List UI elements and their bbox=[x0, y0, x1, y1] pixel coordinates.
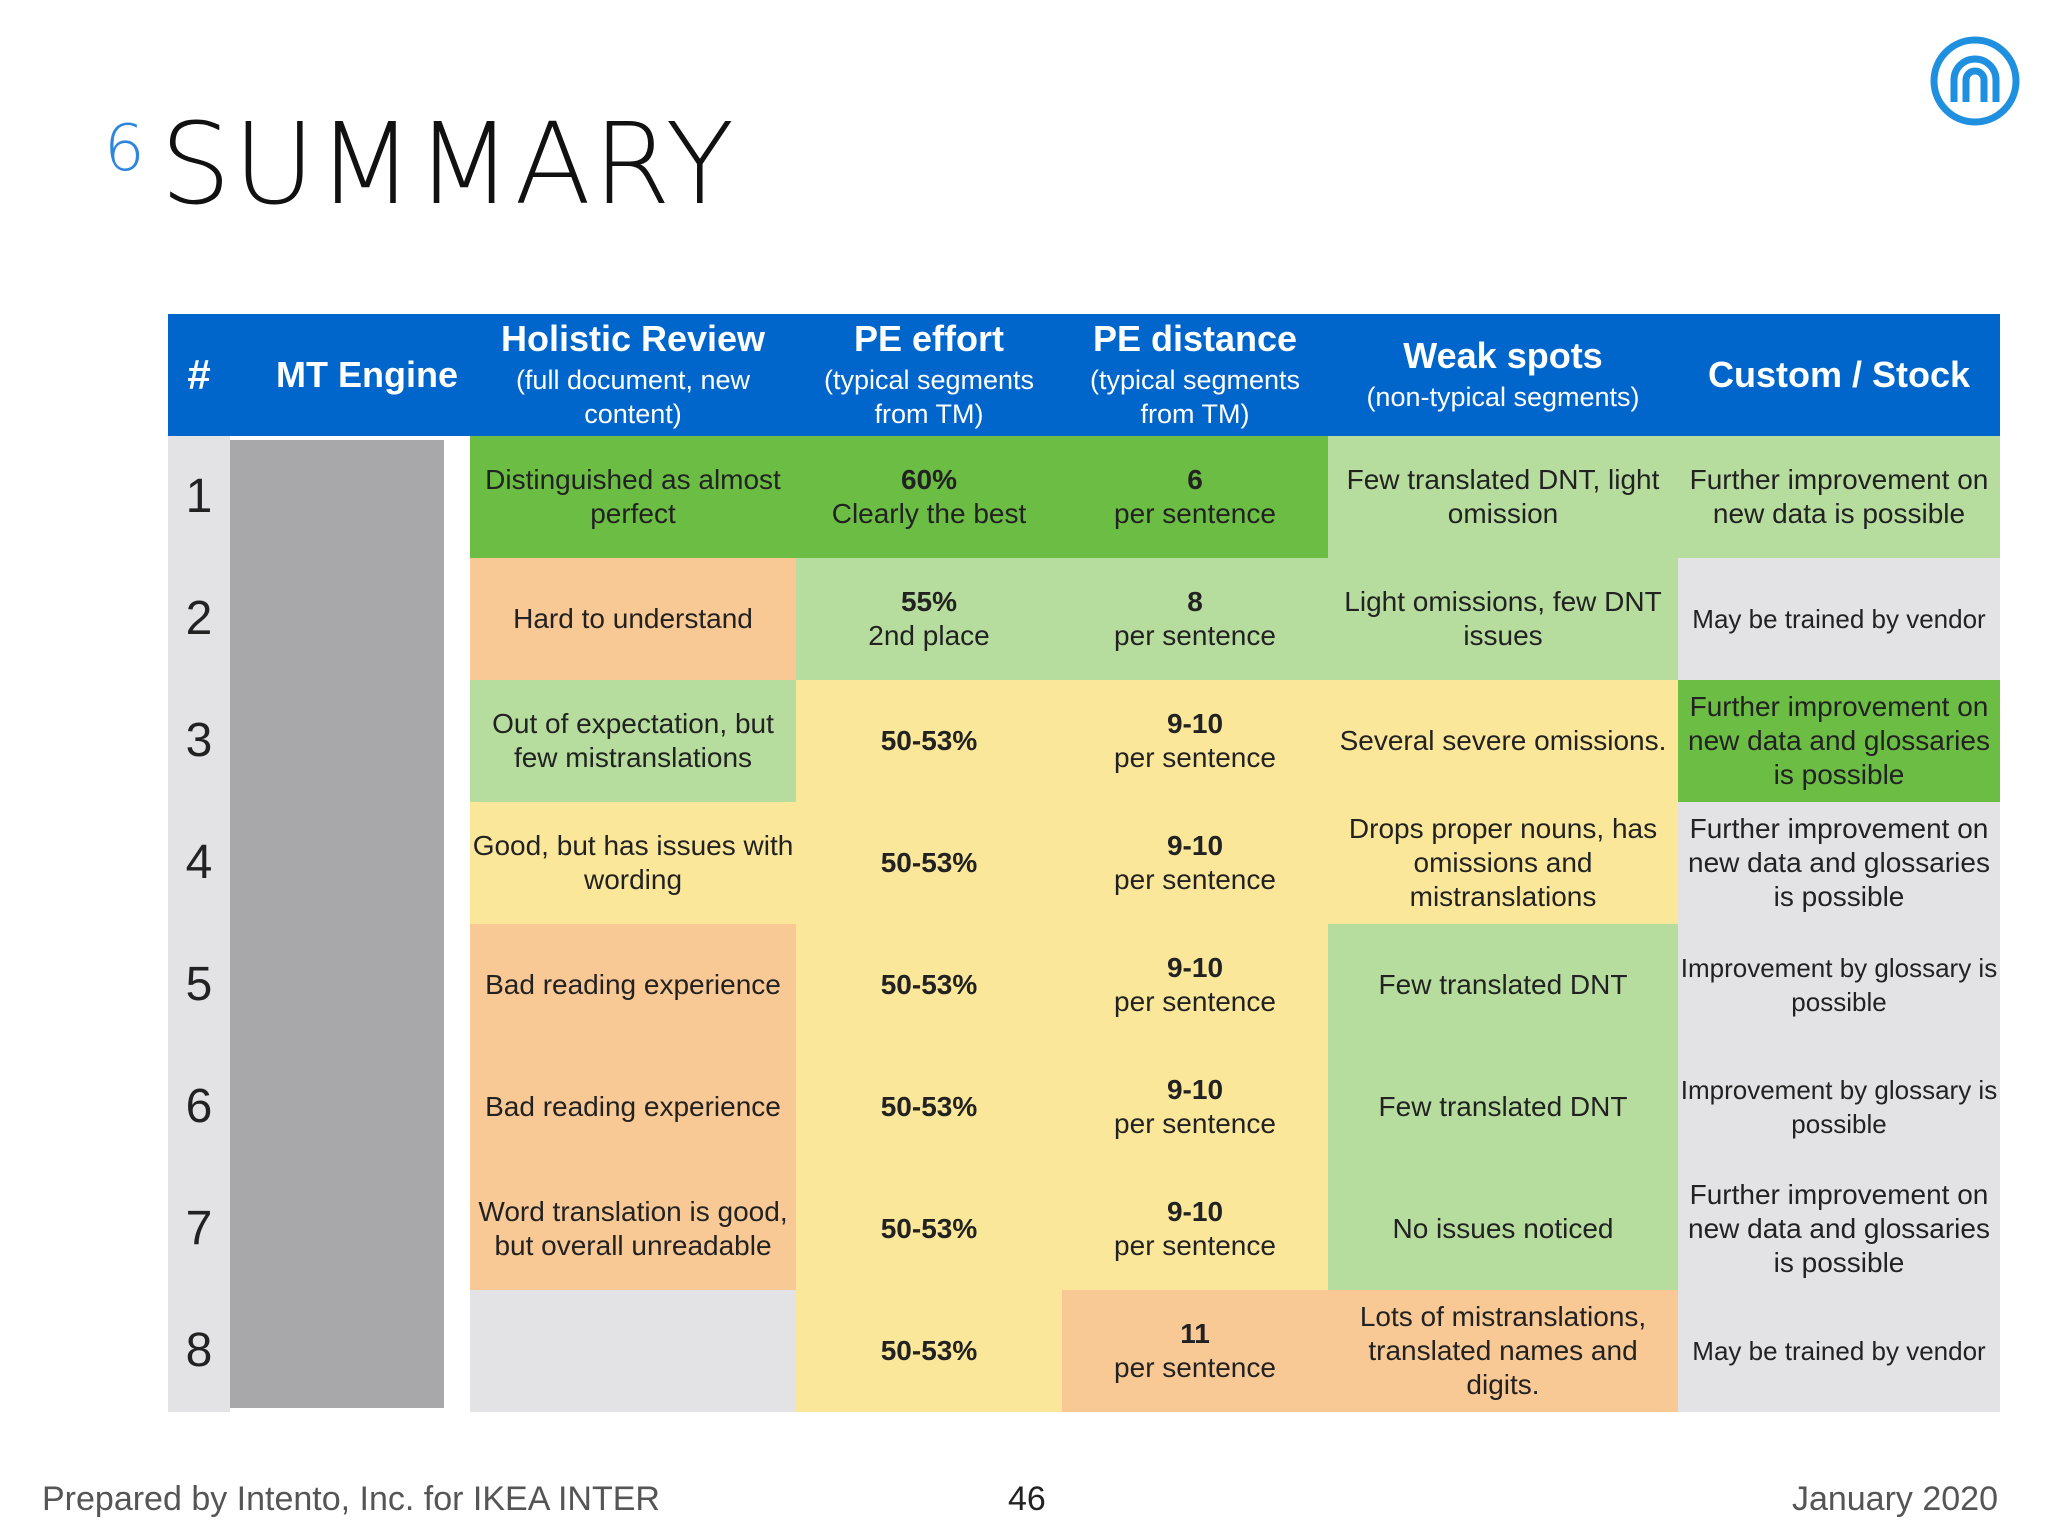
pe-effort-cell: 50-53% bbox=[796, 1290, 1062, 1412]
pe-distance-cell: 11 per sentence bbox=[1062, 1290, 1328, 1412]
pe-effort-cell: 50-53% bbox=[796, 1046, 1062, 1168]
table-row: 1 Distinguished as almost perfect 60% Cle… bbox=[168, 436, 2000, 1412]
pe-distance-cell: 6 per sentence bbox=[1062, 436, 1328, 558]
pe-distance-cell: 9-10 per sentence bbox=[1062, 924, 1328, 1046]
row-number: 4 bbox=[168, 802, 230, 924]
summary-table: # MT Engine Holistic Review (full docume… bbox=[168, 314, 2000, 1412]
weak-spots-cell: Few translated DNT, light omission bbox=[1328, 436, 1678, 558]
mt-engine-redacted bbox=[230, 436, 470, 1412]
header-pe-distance: PE distance (typical segments from TM) bbox=[1062, 314, 1328, 436]
custom-stock-cell: May be trained by vendor bbox=[1678, 558, 2000, 680]
pe-distance-cell: 9-10 per sentence bbox=[1062, 1046, 1328, 1168]
table-row: 2 Hard to understand 55% 2nd place 8 per s… bbox=[168, 558, 2000, 680]
holistic-cell: Out of expectation, but few mistranslati… bbox=[470, 680, 796, 802]
intento-logo-icon bbox=[1930, 36, 2020, 126]
table-row: 7 Word translation is good, but overall … bbox=[168, 1168, 2000, 1290]
table-row: 3 Out of expectation, but few mistransla… bbox=[168, 680, 2000, 802]
pe-distance-cell: 8 per sentence bbox=[1062, 558, 1328, 680]
page-number: 46 bbox=[1008, 1480, 1046, 1518]
pe-effort-cell: 55% 2nd place bbox=[796, 558, 1062, 680]
table-row: 8 50-53% 11 per sentence Lots of mistrans… bbox=[168, 1290, 2000, 1412]
header-weak-spots: Weak spots (non-typical segments) bbox=[1328, 314, 1678, 436]
header-custom-stock: Custom / Stock bbox=[1678, 314, 2000, 436]
holistic-cell: Good, but has issues with wording bbox=[470, 802, 796, 924]
custom-stock-cell: Further improvement on new data is possi… bbox=[1678, 436, 2000, 558]
custom-stock-cell: Further improvement on new data and glos… bbox=[1678, 680, 2000, 802]
custom-stock-cell: Further improvement on new data and glos… bbox=[1678, 1168, 2000, 1290]
row-number: 2 bbox=[168, 558, 230, 680]
weak-spots-cell: Several severe omissions. bbox=[1328, 680, 1678, 802]
row-number: 5 bbox=[168, 924, 230, 1046]
holistic-cell: Bad reading experience bbox=[470, 924, 796, 1046]
header-pe-effort: PE effort (typical segments from TM) bbox=[796, 314, 1062, 436]
weak-spots-cell: No issues noticed bbox=[1328, 1168, 1678, 1290]
holistic-cell: Hard to understand bbox=[470, 558, 796, 680]
table-row: 5 Bad reading experience 50-53% 9-10 per … bbox=[168, 924, 2000, 1046]
custom-stock-cell: Further improvement on new data and glos… bbox=[1678, 802, 2000, 924]
weak-spots-cell: Few translated DNT bbox=[1328, 1046, 1678, 1168]
holistic-cell bbox=[470, 1290, 796, 1412]
header-mt-engine: MT Engine bbox=[230, 314, 470, 436]
pe-effort-cell: 60% Clearly the best bbox=[796, 436, 1062, 558]
table-header-row: # MT Engine Holistic Review (full docume… bbox=[168, 314, 2000, 436]
section-number: 6 bbox=[104, 112, 145, 186]
weak-spots-cell: Light omissions, few DNT issues bbox=[1328, 558, 1678, 680]
custom-stock-cell: May be trained by vendor bbox=[1678, 1290, 2000, 1412]
header-holistic-review: Holistic Review (full document, new cont… bbox=[470, 314, 796, 436]
page-title: SUMMARY bbox=[160, 100, 737, 230]
table-row: 4 Good, but has issues with wording 50-5… bbox=[168, 802, 2000, 924]
custom-stock-cell: Improvement by glossary is possible bbox=[1678, 1046, 2000, 1168]
redacted-block bbox=[230, 440, 444, 1408]
row-number: 8 bbox=[168, 1290, 230, 1412]
holistic-cell: Bad reading experience bbox=[470, 1046, 796, 1168]
header-number: # bbox=[168, 314, 230, 436]
pe-distance-cell: 9-10 per sentence bbox=[1062, 1168, 1328, 1290]
pe-effort-cell: 50-53% bbox=[796, 802, 1062, 924]
weak-spots-cell: Drops proper nouns, has omissions and mi… bbox=[1328, 802, 1678, 924]
row-number: 6 bbox=[168, 1046, 230, 1168]
pe-distance-cell: 9-10 per sentence bbox=[1062, 680, 1328, 802]
footer-prepared-by: Prepared by Intento, Inc. for IKEA INTER bbox=[42, 1480, 660, 1518]
row-number: 7 bbox=[168, 1168, 230, 1290]
table-row: 6 Bad reading experience 50-53% 9-10 per … bbox=[168, 1046, 2000, 1168]
pe-effort-cell: 50-53% bbox=[796, 680, 1062, 802]
pe-effort-cell: 50-53% bbox=[796, 924, 1062, 1046]
weak-spots-cell: Few translated DNT bbox=[1328, 924, 1678, 1046]
custom-stock-cell: Improvement by glossary is possible bbox=[1678, 924, 2000, 1046]
weak-spots-cell: Lots of mistranslations, translated name… bbox=[1328, 1290, 1678, 1412]
footer-date: January 2020 bbox=[1791, 1480, 1998, 1518]
row-number: 1 bbox=[168, 436, 230, 558]
holistic-cell: Distinguished as almost perfect bbox=[470, 436, 796, 558]
row-number: 3 bbox=[168, 680, 230, 802]
pe-distance-cell: 9-10 per sentence bbox=[1062, 802, 1328, 924]
pe-effort-cell: 50-53% bbox=[796, 1168, 1062, 1290]
holistic-cell: Word translation is good, but overall un… bbox=[470, 1168, 796, 1290]
